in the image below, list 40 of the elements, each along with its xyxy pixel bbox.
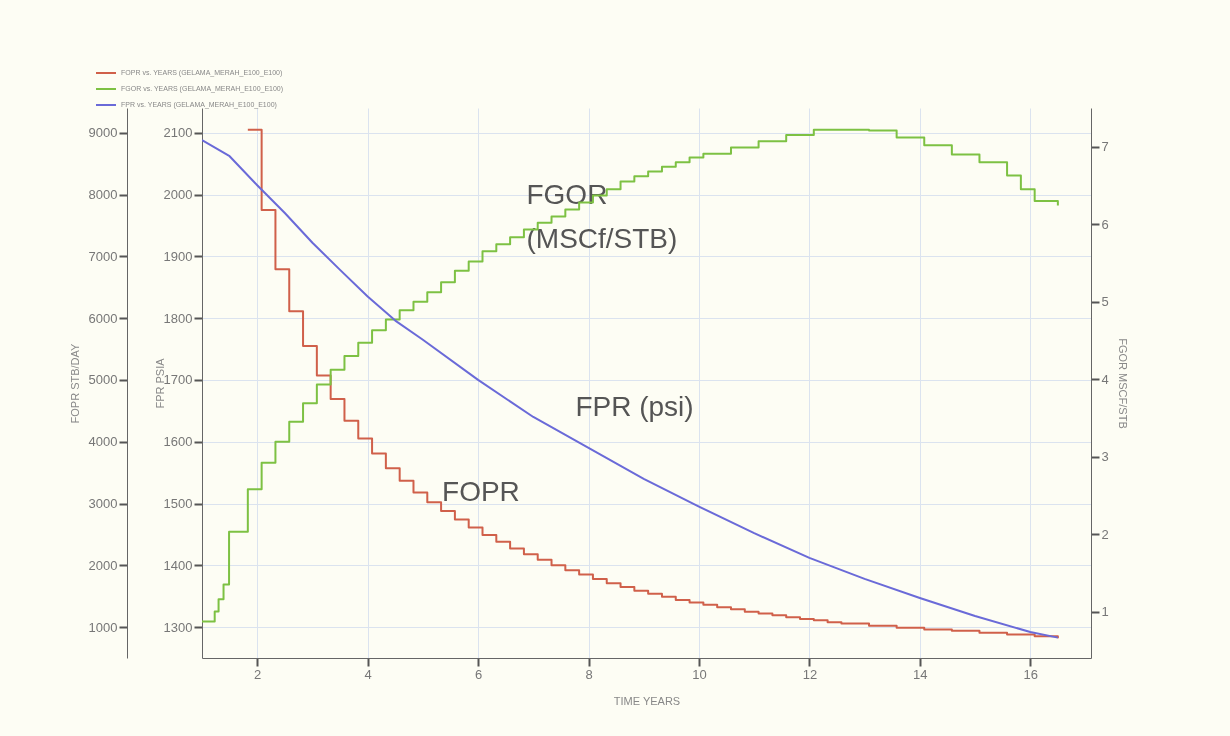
y2-tick-label: 2 [1101, 526, 1109, 542]
y2-tick-label: 1 [1101, 604, 1109, 620]
x-tick-label: 8 [585, 666, 593, 682]
y-tick-label: 6000 [88, 310, 118, 326]
x-tick-label: 2 [254, 666, 262, 682]
x-tick-label: 4 [364, 666, 372, 682]
y-axis-title: FOPR STB/DAY [68, 342, 81, 424]
x-tick-label: 12 [802, 666, 818, 682]
y2-tick-label: 3 [1101, 449, 1109, 465]
x-tick-label: 16 [1023, 666, 1038, 682]
y3-tick-label: 1500 [163, 496, 193, 512]
y-tick-label: 1000 [88, 619, 118, 635]
y3-tick-label: 1900 [163, 248, 193, 264]
x-axis-title: TIME YEARS [613, 694, 681, 707]
y3-tick-label: 1800 [163, 310, 193, 326]
y-tick-label: 7000 [88, 248, 118, 264]
x-tick-label: 14 [913, 666, 928, 682]
y3-tick-label: 1700 [163, 372, 193, 388]
annotation: (MSCf/STB) [526, 223, 678, 254]
y3-tick-label: 2000 [163, 187, 193, 203]
y-tick-label: 8000 [88, 187, 118, 203]
y2-tick-label: 5 [1101, 294, 1109, 310]
y3-tick-label: 1600 [163, 434, 193, 450]
y-tick-label: 4000 [88, 434, 118, 450]
annotation: FPR (psi) [575, 390, 694, 422]
y2-tick-label: 6 [1101, 216, 1109, 232]
y3-tick-label: 1400 [163, 557, 193, 573]
y2-tick-label: 4 [1101, 371, 1109, 387]
y3-tick-label: 1300 [163, 619, 193, 635]
annotation: FOPR [442, 476, 520, 507]
y2-axis-title: FGOR MSCF/STB [1116, 338, 1129, 429]
x-tick-label: 10 [692, 666, 707, 682]
y2-tick-label: 7 [1101, 139, 1109, 155]
y-tick-label: 3000 [88, 496, 118, 512]
y-tick-label: 2000 [88, 557, 118, 573]
x-tick-label: 6 [474, 666, 483, 682]
y-tick-label: 5000 [88, 372, 118, 388]
y-tick-label: 9000 [88, 125, 118, 141]
y3-tick-label: 2100 [163, 125, 193, 141]
annotation: FGOR [526, 179, 608, 210]
